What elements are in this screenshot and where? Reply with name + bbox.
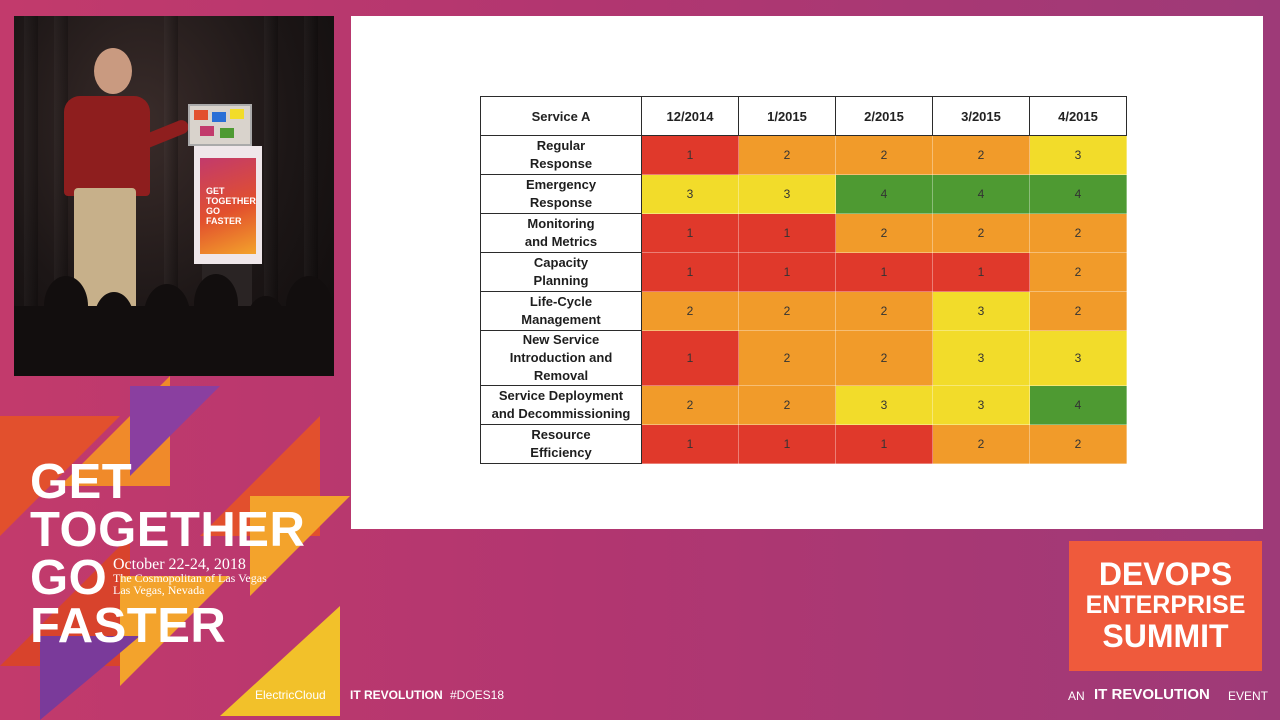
logo-line: ENTERPRISE [1085, 591, 1246, 619]
rating-cell: 3 [835, 385, 933, 425]
table-row: Resource Efficiency 1 1 1 2 2 [480, 424, 1127, 464]
row-label: Emergency Response [480, 174, 642, 214]
table-header-row: Service A 12/2014 1/2015 2/2015 3/2015 4… [480, 96, 1127, 136]
table-header-cell: 1/2015 [738, 96, 836, 136]
rating-cell: 3 [932, 291, 1030, 331]
rating-cell: 2 [835, 291, 933, 331]
table-header-cell: 12/2014 [641, 96, 739, 136]
table-row: New Service Introduction and Removal 1 2 2 3… [480, 330, 1127, 386]
rating-cell: 3 [932, 385, 1030, 425]
laptop-with-stickers [188, 104, 252, 146]
event-hashtag: #DOES18 [450, 688, 505, 702]
audience [14, 266, 334, 376]
rating-cell: 4 [835, 174, 933, 214]
branding-artwork [0, 376, 350, 720]
rating-cell: 4 [932, 174, 1030, 214]
row-label: Resource Efficiency [480, 424, 642, 464]
rating-cell: 1 [641, 135, 739, 175]
maturity-ratings-table: Service A 12/2014 1/2015 2/2015 3/2015 4… [480, 96, 1127, 464]
rating-cell: 1 [641, 252, 739, 292]
get-together-go-faster-title: GET TOGETHER GO FASTER [30, 455, 306, 653]
rating-cell: 2 [1029, 291, 1127, 331]
row-label: Service Deployment and Decommissioning [480, 385, 642, 425]
rating-cell: 2 [738, 385, 836, 425]
rating-cell: 2 [835, 213, 933, 253]
table-header-cell: 2/2015 [835, 96, 933, 136]
rating-cell: 1 [738, 213, 836, 253]
rating-cell: 1 [641, 424, 739, 464]
venue-line: The Cosmopolitan of Las Vegas [113, 571, 267, 585]
rating-cell: 2 [738, 330, 836, 386]
rating-cell: 1 [738, 424, 836, 464]
venue-line: Las Vegas, Nevada [113, 583, 205, 597]
row-label: Regular Response [480, 135, 642, 175]
rating-cell: 2 [932, 135, 1030, 175]
rating-cell: 3 [641, 174, 739, 214]
rating-cell: 1 [835, 424, 933, 464]
podium-sign: GET TOGETHER GO FASTER [200, 158, 256, 254]
table-row: Monitoring and Metrics 1 1 2 2 2 [480, 213, 1127, 253]
row-label: New Service Introduction and Removal [480, 330, 642, 386]
rating-cell: 2 [1029, 424, 1127, 464]
speaker-head [94, 48, 132, 94]
rating-cell: 2 [1029, 252, 1127, 292]
table-row: Regular Response 1 2 2 2 3 [480, 135, 1127, 175]
row-label: Monitoring and Metrics [480, 213, 642, 253]
rating-cell: 3 [932, 330, 1030, 386]
table-row: Emergency Response 3 3 4 4 4 [480, 174, 1127, 214]
title-line: TOGETHER [30, 503, 306, 557]
title-line: FASTER [30, 599, 227, 653]
rating-cell: 2 [738, 135, 836, 175]
event-label: EVENT [1228, 689, 1269, 703]
rating-cell: 2 [641, 291, 739, 331]
rating-cell: 4 [1029, 174, 1127, 214]
table-row: Service Deployment and Decommissioning 2 2… [480, 385, 1127, 425]
speaker-video: GET TOGETHER GO FASTER [14, 16, 334, 376]
rating-cell: 1 [641, 213, 739, 253]
electric-cloud-logo: ElectricCloud [255, 688, 326, 702]
podium: GET TOGETHER GO FASTER [194, 146, 262, 264]
rating-cell: 2 [738, 291, 836, 331]
row-label: Life-Cycle Management [480, 291, 642, 331]
rating-cell: 2 [932, 424, 1030, 464]
logo-line: DEVOPS [1098, 556, 1233, 592]
rating-cell: 3 [1029, 135, 1127, 175]
rating-cell: 2 [641, 385, 739, 425]
rating-cell: 1 [835, 252, 933, 292]
event-venue: The Cosmopolitan of Las Vegas Las Vegas,… [113, 572, 267, 596]
table-header-cell: Service A [480, 96, 642, 136]
title-line: GO [30, 551, 108, 605]
table-row: Life-Cycle Management 2 2 2 3 2 [480, 291, 1127, 331]
rating-cell: 1 [932, 252, 1030, 292]
rating-cell: 1 [738, 252, 836, 292]
an-label: AN [1068, 689, 1085, 703]
row-label: Capacity Planning [480, 252, 642, 292]
rating-cell: 3 [738, 174, 836, 214]
rating-cell: 2 [835, 135, 933, 175]
rating-cell: 2 [835, 330, 933, 386]
presentation-slide: Service A 12/2014 1/2015 2/2015 3/2015 4… [351, 16, 1263, 529]
table-header-cell: 4/2015 [1029, 96, 1127, 136]
it-revolution-event-logo: IT REVOLUTION [1094, 686, 1210, 703]
rating-cell: 4 [1029, 385, 1127, 425]
rating-cell: 3 [1029, 330, 1127, 386]
title-line: GET [30, 455, 133, 509]
rating-cell: 1 [641, 330, 739, 386]
logo-line: SUMMIT [1102, 618, 1229, 654]
rating-cell: 2 [1029, 213, 1127, 253]
event-date: October 22-24, 2018 [113, 556, 246, 573]
table-header-cell: 3/2015 [932, 96, 1030, 136]
rating-cell: 2 [932, 213, 1030, 253]
it-revolution-logo: IT REVOLUTION [350, 688, 443, 702]
devops-enterprise-summit-logo: DEVOPS ENTERPRISE SUMMIT [1069, 541, 1262, 671]
table-row: Capacity Planning 1 1 1 1 2 [480, 252, 1127, 292]
